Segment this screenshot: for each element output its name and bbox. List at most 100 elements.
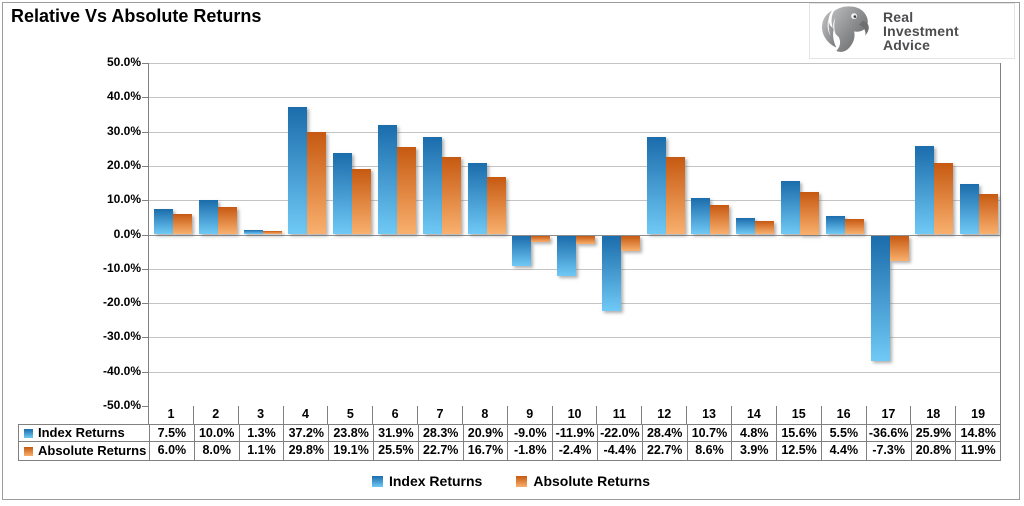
ria-logo: Real Investment Advice xyxy=(809,3,1015,59)
bar-index-returns xyxy=(736,218,756,235)
table-value-cell: 1.1% xyxy=(238,442,284,460)
logo-line-2: Investment xyxy=(883,23,959,39)
table-value-cell: 20.8% xyxy=(910,442,956,460)
table-value-cell: 16.7% xyxy=(462,442,508,460)
plot-area xyxy=(142,63,1001,407)
y-axis-label: 0.0% xyxy=(113,226,141,241)
y-axis-label: 20.0% xyxy=(106,157,141,172)
table-value-cell: 25.5% xyxy=(372,442,418,460)
table-category-cell: 7 xyxy=(417,406,462,424)
table-category-cell: 1 xyxy=(167,407,175,421)
table-category-cell: 2 xyxy=(192,406,238,424)
table-value-cell: -36.6% xyxy=(865,425,911,441)
bar-index-returns xyxy=(467,162,487,235)
gridline xyxy=(149,371,1000,373)
table-category-cell: 3 xyxy=(237,406,283,424)
table-value-cell: 31.9% xyxy=(372,425,418,441)
bar-index-returns xyxy=(691,197,711,235)
y-axis-tick xyxy=(142,97,148,99)
legend-label: Absolute Returns xyxy=(533,473,651,489)
bar-index-returns xyxy=(825,215,845,235)
bar-index-returns xyxy=(243,230,263,235)
bar-absolute-returns xyxy=(710,205,730,235)
bar-absolute-returns xyxy=(889,235,909,261)
bar-absolute-returns xyxy=(396,147,416,235)
table-value-cell: 11.9% xyxy=(955,442,1000,460)
bar-absolute-returns xyxy=(173,213,192,235)
bar-index-returns xyxy=(377,125,397,235)
table-value-cell: 4.4% xyxy=(820,442,866,460)
table-value-cell: 8.6% xyxy=(686,442,732,460)
y-axis-tick xyxy=(142,303,148,305)
y-axis-label: 30.0% xyxy=(106,123,141,138)
legend-item-index-returns: Index Returns xyxy=(371,473,482,489)
logo-line-1: Real xyxy=(883,9,914,25)
table-value-cell: 10.7% xyxy=(686,425,732,441)
table-series-name: Index Returns xyxy=(19,425,149,441)
table-value-cell: -11.9% xyxy=(552,425,597,441)
table-value-cell: 5.5% xyxy=(820,425,866,441)
y-axis-label: -40.0% xyxy=(102,363,141,378)
table-category-cell: 9 xyxy=(506,406,552,424)
index-returns-key-icon xyxy=(24,428,33,438)
y-axis-tick xyxy=(142,165,148,167)
chart-frame: Relative Vs Absolute Returns xyxy=(2,2,1020,500)
chart-title: Relative Vs Absolute Returns xyxy=(11,6,262,26)
table-value-cell: -4.4% xyxy=(596,442,642,460)
bar-index-returns xyxy=(960,183,980,235)
logo-text: Real Investment Advice xyxy=(883,10,959,52)
absolute-returns-key-icon xyxy=(516,475,528,487)
y-axis-tick xyxy=(142,234,148,236)
table-value-cell: -1.8% xyxy=(507,442,552,460)
table-row-absolute-returns: Absolute Returns 6.0% 8.0% 1.1% 29.8% 19.1% 25… xyxy=(18,442,1001,461)
table-category-cell: 14 xyxy=(730,406,776,424)
table-value-cell: -22.0% xyxy=(596,425,642,441)
table-series-name: Absolute Returns xyxy=(19,442,149,460)
table-value-cell: -7.3% xyxy=(865,442,911,460)
y-axis-label: 50.0% xyxy=(106,55,141,69)
table-category-cell: 15 xyxy=(775,406,821,424)
index-returns-key-icon xyxy=(371,475,383,487)
table-value-cell: 8.0% xyxy=(193,442,239,460)
table-category-cell: 6 xyxy=(372,406,417,424)
table-value-cell: 23.8% xyxy=(328,425,373,441)
table-category-cell: 12 xyxy=(641,406,686,424)
table-value-cell: 4.8% xyxy=(731,425,776,441)
bar-absolute-returns xyxy=(620,235,640,251)
table-value-cell: 7.5% xyxy=(149,425,194,441)
table-value-cell: 22.7% xyxy=(417,442,463,460)
gridline xyxy=(149,303,1000,305)
absolute-returns-key-icon xyxy=(24,446,33,456)
table-value-cell: 1.3% xyxy=(238,425,284,441)
bar-index-returns xyxy=(870,235,890,362)
table-value-cell: 3.9% xyxy=(731,442,776,460)
y-axis-label: -10.0% xyxy=(102,260,141,275)
bar-absolute-returns xyxy=(665,156,685,235)
table-value-cell: 6.0% xyxy=(149,442,194,460)
bar-index-returns xyxy=(557,235,577,277)
table-series-label: Index Returns xyxy=(38,425,125,440)
y-axis-label: 10.0% xyxy=(106,192,141,207)
y-axis-label: 40.0% xyxy=(106,89,141,104)
y-axis-tick xyxy=(142,406,148,407)
bar-absolute-returns xyxy=(486,177,506,235)
bar-index-returns xyxy=(333,152,353,235)
table-value-cell: 29.8% xyxy=(283,442,328,460)
table-value-cell: 37.2% xyxy=(283,425,328,441)
bar-absolute-returns xyxy=(352,168,372,235)
bar-absolute-returns xyxy=(262,230,282,235)
table-value-cell: 20.9% xyxy=(462,425,508,441)
table-value-cell: 10.0% xyxy=(193,425,239,441)
y-axis-tick xyxy=(142,63,148,64)
y-axis-label: -50.0% xyxy=(102,398,141,412)
table-value-cell: 19.1% xyxy=(328,442,373,460)
bar-index-returns xyxy=(154,208,173,235)
bar-absolute-returns xyxy=(217,207,237,235)
table-value-cell: 12.5% xyxy=(776,442,821,460)
bar-index-returns xyxy=(915,145,935,235)
bar-absolute-returns xyxy=(441,156,461,235)
table-value-cell: 22.7% xyxy=(641,442,687,460)
legend: Index Returns Absolute Returns xyxy=(3,471,1019,491)
gridline xyxy=(149,63,1000,64)
gridline xyxy=(149,165,1000,167)
